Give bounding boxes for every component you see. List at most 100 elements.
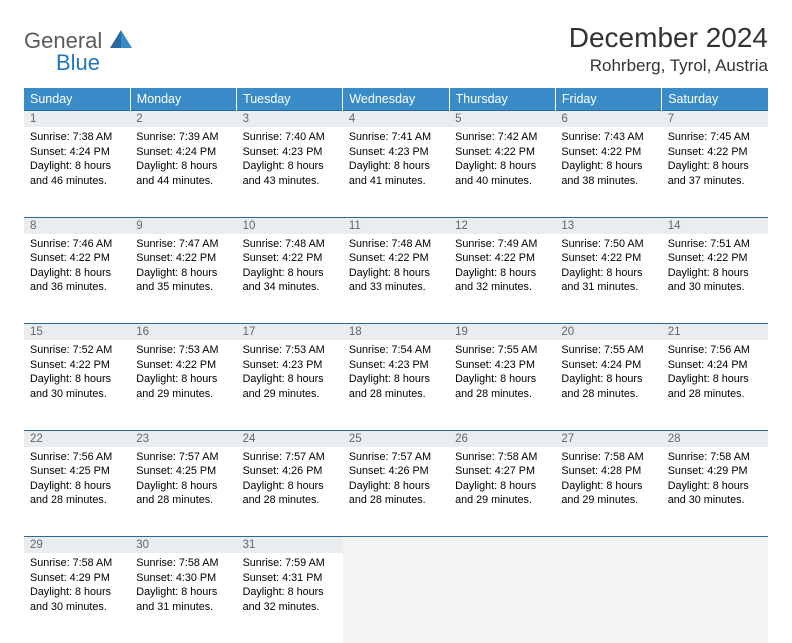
day-cell: Sunrise: 7:55 AMSunset: 4:23 PMDaylight:… xyxy=(449,340,555,430)
daylight-line1: Daylight: 8 hours xyxy=(455,159,549,174)
day-cell: Sunrise: 7:55 AMSunset: 4:24 PMDaylight:… xyxy=(555,340,661,430)
sunset-text: Sunset: 4:22 PM xyxy=(455,145,549,160)
day-number: 27 xyxy=(555,430,661,447)
daylight-line2: and 28 minutes. xyxy=(30,493,124,508)
daylight-line1: Daylight: 8 hours xyxy=(455,266,549,281)
sunrise-text: Sunrise: 7:58 AM xyxy=(136,556,230,571)
sunset-text: Sunset: 4:22 PM xyxy=(30,251,124,266)
day-cell: Sunrise: 7:58 AMSunset: 4:30 PMDaylight:… xyxy=(130,553,236,643)
sunset-text: Sunset: 4:23 PM xyxy=(349,145,443,160)
daylight-line1: Daylight: 8 hours xyxy=(30,159,124,174)
daylight-line2: and 28 minutes. xyxy=(668,387,762,402)
sunset-text: Sunset: 4:26 PM xyxy=(349,464,443,479)
daylight-line1: Daylight: 8 hours xyxy=(136,585,230,600)
day-number: 14 xyxy=(662,217,768,234)
day-cell: Sunrise: 7:57 AMSunset: 4:26 PMDaylight:… xyxy=(343,447,449,537)
page-subtitle: Rohrberg, Tyrol, Austria xyxy=(569,56,768,76)
day-cell xyxy=(449,553,555,643)
daylight-line1: Daylight: 8 hours xyxy=(668,266,762,281)
daylight-line2: and 32 minutes. xyxy=(243,600,337,615)
daylight-line1: Daylight: 8 hours xyxy=(30,479,124,494)
daylight-line2: and 31 minutes. xyxy=(561,280,655,295)
sunset-text: Sunset: 4:24 PM xyxy=(668,358,762,373)
sunrise-text: Sunrise: 7:57 AM xyxy=(349,450,443,465)
daylight-line2: and 29 minutes. xyxy=(561,493,655,508)
sunrise-text: Sunrise: 7:40 AM xyxy=(243,130,337,145)
sunrise-text: Sunrise: 7:57 AM xyxy=(243,450,337,465)
daybody-row: Sunrise: 7:56 AMSunset: 4:25 PMDaylight:… xyxy=(24,447,768,537)
weekday-header: Monday xyxy=(130,88,236,111)
title-block: December 2024 Rohrberg, Tyrol, Austria xyxy=(569,22,768,76)
sunrise-text: Sunrise: 7:58 AM xyxy=(30,556,124,571)
day-number: 15 xyxy=(24,324,130,341)
daylight-line1: Daylight: 8 hours xyxy=(561,372,655,387)
sunset-text: Sunset: 4:24 PM xyxy=(136,145,230,160)
sunrise-text: Sunrise: 7:58 AM xyxy=(455,450,549,465)
day-cell: Sunrise: 7:48 AMSunset: 4:22 PMDaylight:… xyxy=(343,234,449,324)
sunset-text: Sunset: 4:29 PM xyxy=(30,571,124,586)
daylight-line1: Daylight: 8 hours xyxy=(243,585,337,600)
day-cell: Sunrise: 7:49 AMSunset: 4:22 PMDaylight:… xyxy=(449,234,555,324)
sunrise-text: Sunrise: 7:41 AM xyxy=(349,130,443,145)
day-number: 12 xyxy=(449,217,555,234)
daylight-line2: and 33 minutes. xyxy=(349,280,443,295)
daylight-line1: Daylight: 8 hours xyxy=(243,372,337,387)
daylight-line1: Daylight: 8 hours xyxy=(243,266,337,281)
day-number: 5 xyxy=(449,111,555,128)
sunset-text: Sunset: 4:22 PM xyxy=(455,251,549,266)
sunrise-text: Sunrise: 7:59 AM xyxy=(243,556,337,571)
day-cell: Sunrise: 7:58 AMSunset: 4:29 PMDaylight:… xyxy=(24,553,130,643)
sunset-text: Sunset: 4:31 PM xyxy=(243,571,337,586)
daynum-row: 22232425262728 xyxy=(24,430,768,447)
daylight-line1: Daylight: 8 hours xyxy=(455,479,549,494)
daylight-line2: and 30 minutes. xyxy=(668,493,762,508)
day-number: 30 xyxy=(130,537,236,554)
daylight-line1: Daylight: 8 hours xyxy=(668,372,762,387)
day-cell: Sunrise: 7:46 AMSunset: 4:22 PMDaylight:… xyxy=(24,234,130,324)
daylight-line1: Daylight: 8 hours xyxy=(30,372,124,387)
sunset-text: Sunset: 4:22 PM xyxy=(30,358,124,373)
sunrise-text: Sunrise: 7:55 AM xyxy=(455,343,549,358)
day-cell: Sunrise: 7:39 AMSunset: 4:24 PMDaylight:… xyxy=(130,127,236,217)
sunset-text: Sunset: 4:28 PM xyxy=(561,464,655,479)
daylight-line1: Daylight: 8 hours xyxy=(136,159,230,174)
daylight-line2: and 30 minutes. xyxy=(30,387,124,402)
daylight-line2: and 31 minutes. xyxy=(136,600,230,615)
page-title: December 2024 xyxy=(569,22,768,54)
sunset-text: Sunset: 4:23 PM xyxy=(455,358,549,373)
day-cell: Sunrise: 7:38 AMSunset: 4:24 PMDaylight:… xyxy=(24,127,130,217)
sunrise-text: Sunrise: 7:56 AM xyxy=(30,450,124,465)
daylight-line1: Daylight: 8 hours xyxy=(136,479,230,494)
day-number: 17 xyxy=(237,324,343,341)
daylight-line2: and 28 minutes. xyxy=(349,387,443,402)
calendar-table: Sunday Monday Tuesday Wednesday Thursday… xyxy=(24,88,768,643)
daynum-row: 891011121314 xyxy=(24,217,768,234)
day-number: 1 xyxy=(24,111,130,128)
sunset-text: Sunset: 4:22 PM xyxy=(136,358,230,373)
daylight-line2: and 28 minutes. xyxy=(136,493,230,508)
day-cell: Sunrise: 7:57 AMSunset: 4:25 PMDaylight:… xyxy=(130,447,236,537)
day-number: 24 xyxy=(237,430,343,447)
sunset-text: Sunset: 4:23 PM xyxy=(243,145,337,160)
weekday-header: Saturday xyxy=(662,88,768,111)
daylight-line1: Daylight: 8 hours xyxy=(455,372,549,387)
daylight-line1: Daylight: 8 hours xyxy=(561,479,655,494)
sunset-text: Sunset: 4:29 PM xyxy=(668,464,762,479)
daylight-line2: and 29 minutes. xyxy=(136,387,230,402)
sunrise-text: Sunrise: 7:55 AM xyxy=(561,343,655,358)
daylight-line2: and 44 minutes. xyxy=(136,174,230,189)
daylight-line2: and 43 minutes. xyxy=(243,174,337,189)
daylight-line2: and 30 minutes. xyxy=(668,280,762,295)
sunset-text: Sunset: 4:25 PM xyxy=(136,464,230,479)
day-cell: Sunrise: 7:43 AMSunset: 4:22 PMDaylight:… xyxy=(555,127,661,217)
day-number: 21 xyxy=(662,324,768,341)
day-number: 28 xyxy=(662,430,768,447)
day-number xyxy=(662,537,768,554)
daylight-line2: and 30 minutes. xyxy=(30,600,124,615)
sunset-text: Sunset: 4:27 PM xyxy=(455,464,549,479)
sunset-text: Sunset: 4:23 PM xyxy=(243,358,337,373)
daylight-line1: Daylight: 8 hours xyxy=(30,266,124,281)
daylight-line2: and 29 minutes. xyxy=(455,493,549,508)
day-number: 29 xyxy=(24,537,130,554)
day-number: 18 xyxy=(343,324,449,341)
